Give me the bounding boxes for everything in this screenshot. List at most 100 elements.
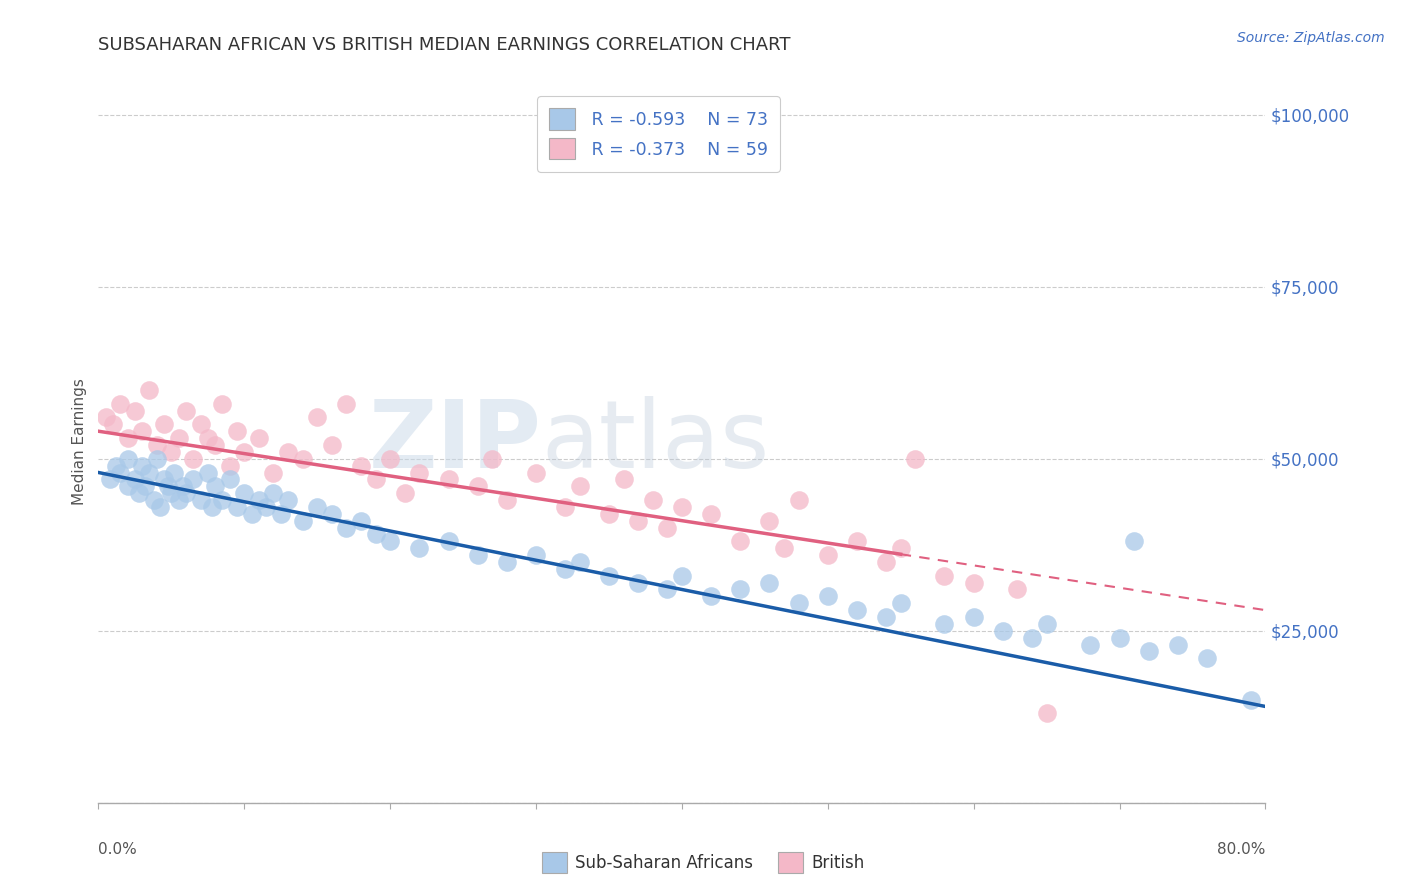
Point (172, 479, 194, 493)
Point (657, 520, 679, 534)
Point (904, 451, 927, 466)
Point (124, 403, 146, 417)
Point (218, 458, 240, 473)
Point (181, 451, 204, 466)
Text: 0.0%: 0.0% (98, 842, 138, 856)
Point (233, 445, 256, 459)
Text: 80.0%: 80.0% (1218, 842, 1265, 856)
Point (364, 527, 387, 541)
Point (380, 451, 402, 466)
Point (181, 472, 204, 486)
Point (190, 417, 212, 432)
Point (98, 472, 121, 486)
Point (700, 590, 723, 604)
Point (627, 514, 650, 528)
Point (247, 431, 270, 445)
Point (481, 451, 503, 466)
Point (1240, 692, 1263, 706)
Point (671, 500, 693, 514)
Point (934, 616, 956, 631)
Point (131, 458, 153, 473)
Point (138, 383, 160, 397)
Point (197, 466, 219, 480)
Point (233, 486, 256, 500)
Point (524, 548, 547, 562)
Point (787, 493, 810, 508)
Point (962, 610, 984, 624)
Point (773, 541, 796, 556)
Point (1137, 644, 1160, 658)
Point (496, 493, 519, 508)
Point (153, 417, 176, 432)
Point (226, 500, 249, 514)
Point (291, 514, 314, 528)
Point (408, 466, 430, 480)
Point (568, 479, 591, 493)
Legend:  R = -0.593    N = 73,  R = -0.373    N = 59: R = -0.593 N = 73, R = -0.373 N = 59 (537, 96, 780, 171)
Point (321, 507, 343, 521)
Point (846, 603, 869, 617)
Point (146, 451, 169, 466)
Point (277, 493, 299, 508)
Point (875, 610, 897, 624)
Point (117, 431, 139, 445)
Point (364, 472, 387, 486)
Point (730, 534, 752, 549)
Point (437, 534, 460, 549)
Point (277, 445, 299, 459)
Point (94, 410, 117, 425)
Point (1197, 651, 1219, 665)
Point (270, 507, 292, 521)
Point (134, 479, 156, 493)
Point (160, 445, 183, 459)
Point (1167, 638, 1189, 652)
Point (197, 431, 219, 445)
Point (211, 493, 233, 508)
Point (613, 472, 636, 486)
Point (1108, 631, 1130, 645)
Point (1021, 631, 1043, 645)
Point (817, 548, 839, 562)
Point (437, 472, 460, 486)
Point (201, 500, 224, 514)
Point (554, 562, 576, 576)
Point (962, 575, 984, 590)
Point (657, 582, 679, 597)
Point (758, 575, 780, 590)
Point (380, 534, 402, 549)
Point (307, 500, 329, 514)
Point (263, 466, 285, 480)
Point (291, 451, 314, 466)
Point (146, 438, 169, 452)
Point (817, 590, 839, 604)
Point (408, 541, 430, 556)
Point (350, 514, 373, 528)
Point (991, 624, 1014, 638)
Point (335, 397, 357, 411)
Point (160, 486, 183, 500)
Point (101, 417, 124, 432)
Point (149, 500, 172, 514)
Point (627, 575, 650, 590)
Point (875, 555, 897, 569)
Point (117, 479, 139, 493)
Point (104, 458, 127, 473)
Text: SUBSAHARAN AFRICAN VS BRITISH MEDIAN EARNINGS CORRELATION CHART: SUBSAHARAN AFRICAN VS BRITISH MEDIAN EAR… (98, 36, 792, 54)
Point (128, 486, 150, 500)
Text: ZIP: ZIP (368, 395, 541, 488)
Y-axis label: Median Earnings: Median Earnings (72, 378, 87, 505)
Point (846, 534, 869, 549)
Point (142, 493, 165, 508)
Legend: Sub-Saharan Africans, British: Sub-Saharan Africans, British (534, 846, 872, 880)
Point (758, 514, 780, 528)
Point (467, 479, 489, 493)
Text: atlas: atlas (541, 395, 770, 488)
Point (131, 424, 153, 438)
Point (554, 500, 576, 514)
Point (110, 466, 132, 480)
Point (394, 486, 416, 500)
Point (117, 451, 139, 466)
Point (240, 507, 263, 521)
Point (335, 520, 357, 534)
Point (204, 438, 226, 452)
